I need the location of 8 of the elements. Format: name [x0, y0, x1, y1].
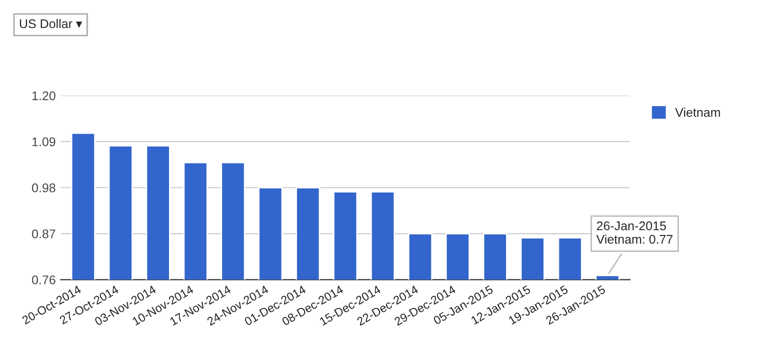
legend-label: Vietnam — [675, 108, 720, 117]
y-tick-label: 1.20 — [32, 91, 56, 100]
y-tick-label: 0.76 — [32, 275, 56, 284]
y-tick-label: 0.98 — [32, 183, 56, 192]
annotation: 26-Jan-2015 Vietnam: 0.77 — [596, 221, 673, 244]
y-tick-label: 0.87 — [32, 229, 56, 238]
text: US Dollar ▾ — [20, 18, 82, 28]
y-tick-label: 1.09 — [32, 137, 56, 146]
